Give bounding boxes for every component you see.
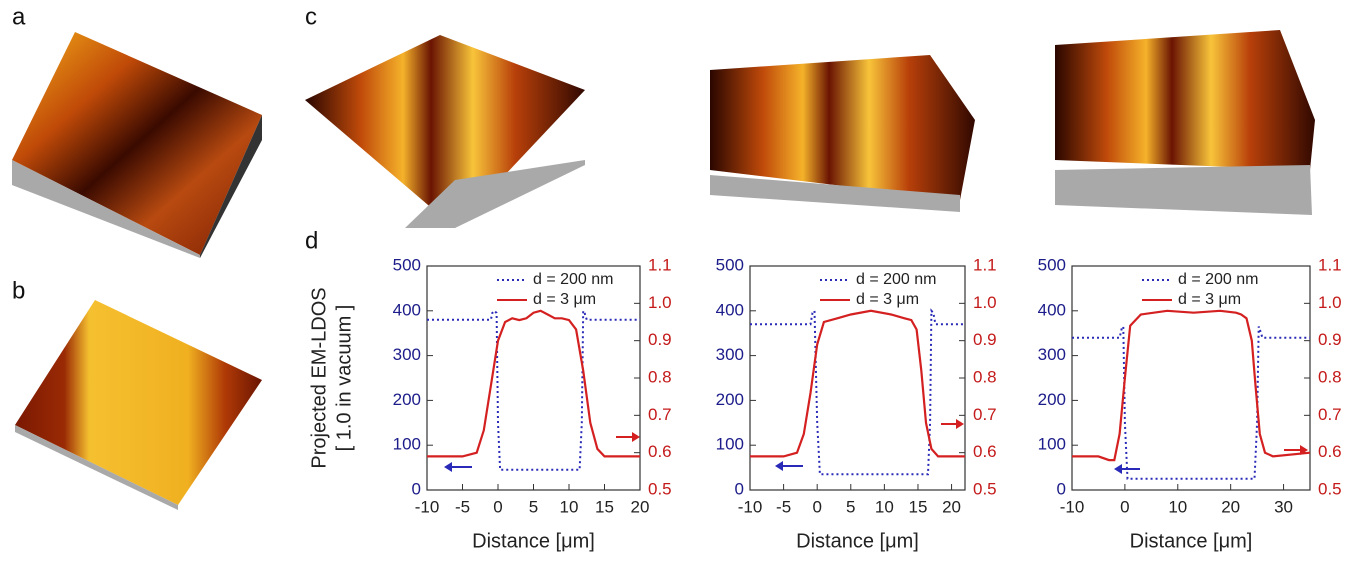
legend-label: d = 200 nm [1178, 271, 1259, 288]
x-axis-label: Distance [μm] [796, 530, 919, 552]
panel-label: d [305, 227, 318, 254]
x-tick-label: -10 [415, 497, 440, 516]
x-tick-label: -5 [776, 497, 791, 516]
y-tick-label: 500 [1038, 255, 1066, 274]
x-tick-label: 20 [631, 497, 650, 516]
y2-tick-label: 0.8 [648, 367, 672, 386]
x-tick-label: 30 [1274, 497, 1293, 516]
legend-label: d = 200 nm [856, 271, 937, 288]
y2-tick-label: 1.1 [648, 255, 672, 274]
y2-tick-label: 0.5 [648, 479, 672, 498]
data-line [1072, 323, 1310, 480]
y-tick-label: 300 [1038, 345, 1066, 364]
data-line [427, 307, 640, 471]
y2-tick-label: 0.9 [1318, 330, 1342, 349]
y2-tick-label: 1.1 [1318, 255, 1342, 274]
y-tick-label: 300 [393, 345, 421, 364]
x-tick-label: 10 [875, 497, 894, 516]
x-tick-label: -10 [1060, 497, 1085, 516]
y2-tick-label: 0.9 [648, 330, 672, 349]
x-tick-label: 20 [942, 497, 961, 516]
y2-tick-label: 0.8 [1318, 367, 1342, 386]
legend-label: d = 3 μm [533, 291, 596, 308]
panel-label: c [305, 3, 317, 30]
y-tick-label: 200 [1038, 390, 1066, 409]
y2-tick-label: 0.7 [1318, 405, 1342, 424]
y-axis-label: [ 1.0 in vacuum ] [333, 305, 355, 452]
y-tick-label: 500 [716, 255, 744, 274]
y-tick-label: 0 [412, 479, 421, 498]
direction-arrows [444, 419, 1308, 474]
y2-tick-label: 1.0 [973, 293, 997, 312]
y2-tick-label: 0.7 [973, 405, 997, 424]
x-tick-label: 15 [909, 497, 928, 516]
panel-label: b [12, 277, 25, 304]
data-line [427, 309, 640, 458]
y-tick-label: 400 [393, 300, 421, 319]
y2-tick-label: 1.1 [973, 255, 997, 274]
x-tick-label: 0 [812, 497, 821, 516]
y-tick-label: 200 [716, 390, 744, 409]
x-tick-label: 15 [595, 497, 614, 516]
y-tick-label: 500 [393, 255, 421, 274]
afm-images [12, 30, 1315, 510]
panel-label: a [12, 3, 26, 30]
x-tick-label: -5 [455, 497, 470, 516]
y2-tick-label: 0.8 [973, 367, 997, 386]
y-tick-label: 100 [1038, 435, 1066, 454]
legend-label: d = 200 nm [533, 271, 614, 288]
legend-label: d = 3 μm [856, 291, 919, 308]
y2-tick-label: 0.6 [1318, 442, 1342, 461]
y2-tick-label: 1.0 [1318, 293, 1342, 312]
y2-tick-label: 0.9 [973, 330, 997, 349]
data-line [1072, 309, 1311, 462]
y-tick-label: 400 [716, 300, 744, 319]
legend-label: d = 3 μm [1178, 291, 1241, 308]
y-tick-label: 100 [393, 435, 421, 454]
x-tick-label: 0 [1120, 497, 1129, 516]
y-tick-label: 300 [716, 345, 744, 364]
x-tick-label: -10 [738, 497, 763, 516]
y2-tick-label: 0.5 [1318, 479, 1342, 498]
y-axis-label: Projected EM-LDOS [308, 287, 330, 468]
x-axis-label: Distance [μm] [472, 530, 595, 552]
x-tick-label: 5 [846, 497, 855, 516]
x-tick-label: 10 [560, 497, 579, 516]
y-tick-label: 200 [393, 390, 421, 409]
data-line [750, 309, 965, 458]
y-tick-label: 0 [1057, 479, 1066, 498]
y-tick-label: 100 [716, 435, 744, 454]
y2-tick-label: 0.5 [973, 479, 997, 498]
y2-tick-label: 0.6 [648, 442, 672, 461]
x-tick-label: 5 [529, 497, 538, 516]
x-axis-label: Distance [μm] [1130, 530, 1253, 552]
x-tick-label: 10 [1168, 497, 1187, 516]
y-tick-label: 400 [1038, 300, 1066, 319]
x-tick-label: 0 [493, 497, 502, 516]
y2-tick-label: 0.7 [648, 405, 672, 424]
y2-tick-label: 0.6 [973, 442, 997, 461]
y2-tick-label: 1.0 [648, 293, 672, 312]
y-tick-label: 0 [735, 479, 744, 498]
x-tick-label: 20 [1221, 497, 1240, 516]
